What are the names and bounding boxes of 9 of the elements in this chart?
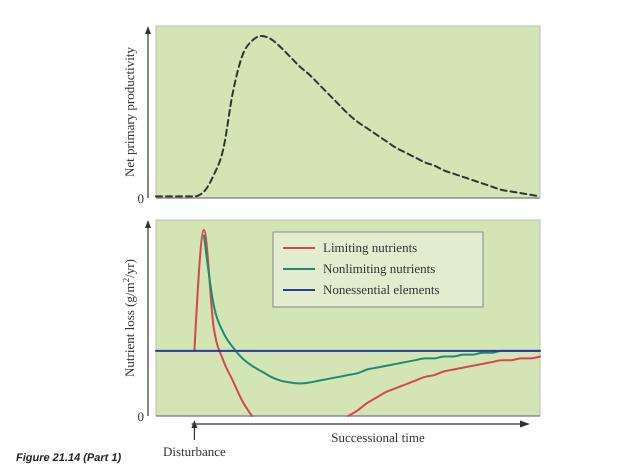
legend-label: Nonessential elements <box>323 282 440 297</box>
legend-label: Limiting nutrients <box>323 240 418 255</box>
x-axis-title: Successional time <box>331 430 425 445</box>
text: 0 <box>138 191 144 206</box>
text: Disturbance <box>162 444 226 459</box>
y-axis-title: Net primary productivity <box>122 46 137 177</box>
caption: Figure 21.14 (Part 1) <box>16 452 122 464</box>
legend-label: Nonlimiting nutrients <box>323 261 436 276</box>
text: 0 <box>138 409 144 424</box>
